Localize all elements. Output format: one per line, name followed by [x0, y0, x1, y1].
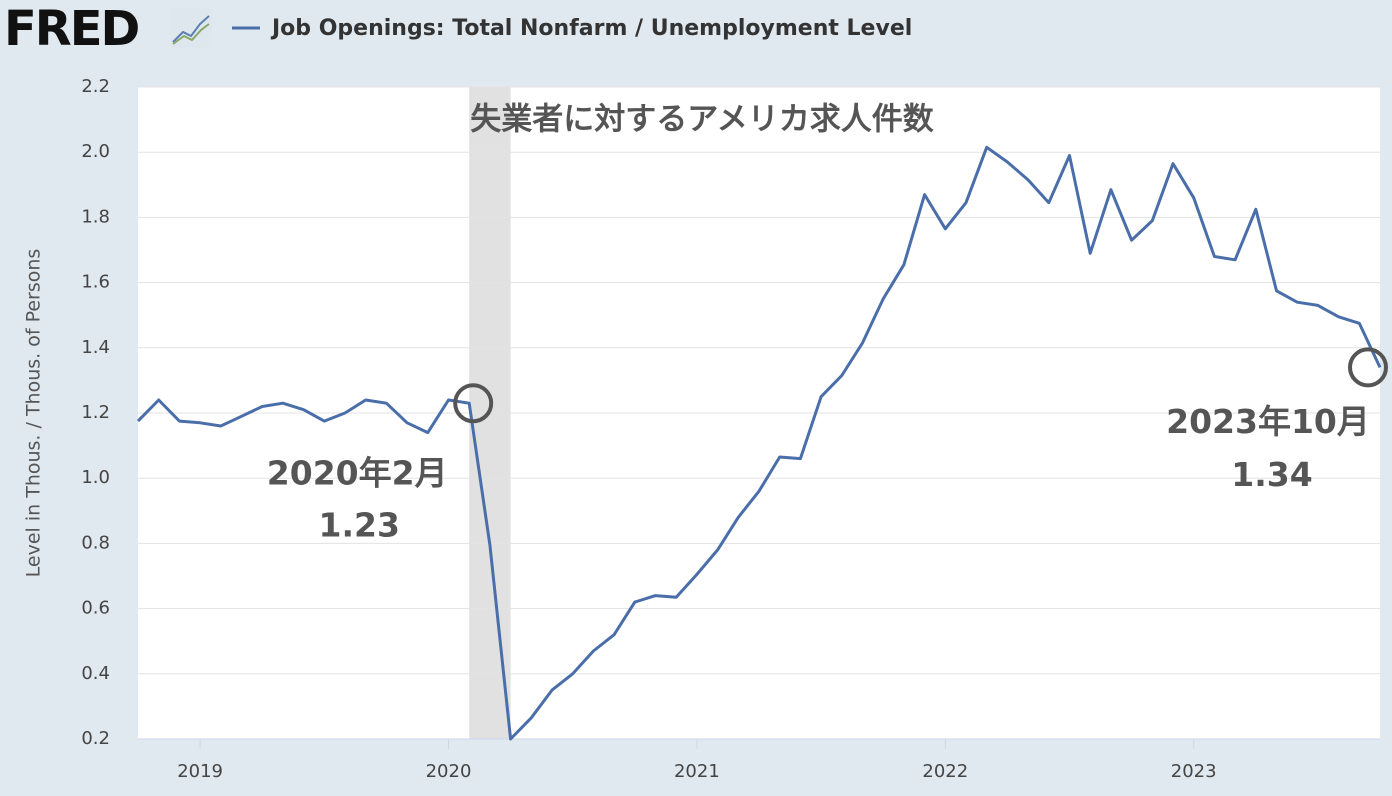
y-tick-label: 2.0: [81, 141, 110, 162]
y-tick-label: 0.4: [81, 663, 110, 684]
annotation-date: 2023年10月: [1166, 402, 1370, 441]
y-tick-label: 2.2: [81, 76, 110, 97]
y-tick-label: 0.6: [81, 598, 110, 619]
annotation-value: 1.23: [318, 506, 399, 545]
y-tick-label: 1.8: [81, 206, 110, 227]
legend-label: Job Openings: Total Nonfarm / Unemployme…: [270, 16, 912, 41]
y-tick-label: 1.4: [81, 337, 110, 358]
annotation-circle: [1348, 347, 1388, 388]
annotation-date: 2020年2月: [267, 454, 448, 493]
y-tick-label: 0.2: [81, 728, 110, 749]
annotation-value: 1.34: [1231, 455, 1312, 494]
x-tick-label: 2020: [426, 761, 472, 782]
y-tick-label: 1.2: [81, 402, 110, 423]
logo: FRED: [4, 1, 139, 57]
y-tick-label: 1.0: [81, 467, 110, 488]
chart-title: 失業者に対するアメリカ求人件数: [470, 102, 933, 138]
x-tick-label: 2019: [177, 761, 223, 782]
logo-icon: [170, 8, 212, 48]
series-line: [136, 145, 1382, 741]
x-tick-label: 2022: [922, 761, 968, 782]
annotation-circle: [453, 383, 494, 424]
x-tick-label: 2023: [1171, 761, 1217, 782]
y-tick-label: 0.8: [81, 532, 110, 553]
y-tick-label: 1.6: [81, 272, 110, 293]
x-tick-label: 2021: [674, 761, 720, 782]
y-axis-title: Level in Thous. / Thous. of Persons: [23, 249, 45, 578]
